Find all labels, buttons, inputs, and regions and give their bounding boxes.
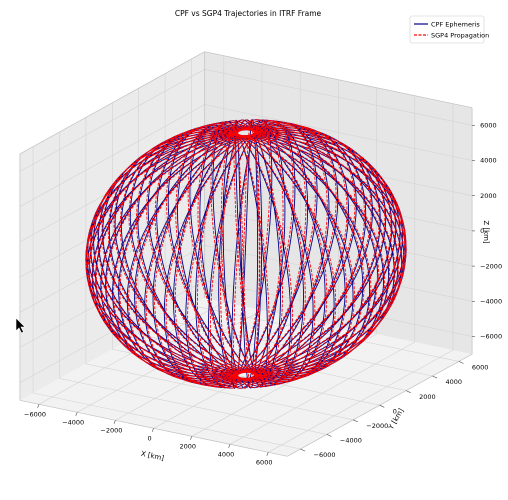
z-tick-label: 0 xyxy=(480,227,484,235)
arrow-cursor-icon xyxy=(15,317,26,334)
grid-line xyxy=(204,104,473,161)
grid-line xyxy=(268,349,454,453)
x-tick-label: 6000 xyxy=(256,459,273,467)
x-tick-mark xyxy=(151,428,154,432)
x-tick-mark xyxy=(37,404,40,408)
axes-ticks: −6000 −4000 −2000 0 2000 4000 6000 −6000 −4000 −2… xyxy=(24,122,502,467)
grid-line xyxy=(19,174,205,278)
y-tick-label: −4000 xyxy=(340,437,362,445)
trajectory-plot xyxy=(85,119,407,390)
x-tick-label: 0 xyxy=(148,435,152,443)
grid-line xyxy=(229,341,415,445)
legend-label-sgp4: SGP4 Propagation xyxy=(431,32,489,40)
y-tick-mark xyxy=(353,419,358,423)
axis-edge xyxy=(19,51,205,155)
y-tick-mark xyxy=(379,404,385,408)
y-tick-mark xyxy=(458,361,464,364)
axes-edges xyxy=(19,51,473,457)
axis-edge xyxy=(204,51,473,109)
series-cpf-ephemeris xyxy=(85,119,407,389)
y-tick-mark xyxy=(326,434,332,437)
grid-line xyxy=(19,69,205,172)
x-tick-mark xyxy=(266,452,269,456)
z-tick-label: −6000 xyxy=(480,333,502,341)
legend: CPF Ephemeris SGP4 Propagation xyxy=(409,15,489,44)
z-tick-label: −2000 xyxy=(480,262,502,270)
y-tick-label: 2000 xyxy=(419,393,436,401)
x-tick-label: −4000 xyxy=(62,419,84,427)
y-tick-mark xyxy=(405,390,411,393)
z-tick-label: 2000 xyxy=(480,192,497,200)
x-tick-mark xyxy=(228,444,231,448)
y-tick-label: 4000 xyxy=(446,378,463,386)
chart-title: CPF vs SGP4 Trajectories in ITRF Frame xyxy=(175,9,322,18)
y-tick-label: 0 xyxy=(393,407,397,415)
y-tick-label: 6000 xyxy=(472,364,489,372)
z-tick-label: 4000 xyxy=(480,157,497,165)
z-tick-label: 6000 xyxy=(480,122,497,130)
x-tick-label: 4000 xyxy=(218,451,235,459)
x-tick-label: 2000 xyxy=(180,443,197,451)
y-tick-label: −6000 xyxy=(314,451,336,459)
x-tick-mark xyxy=(75,412,78,416)
legend-label-cpf: CPF Ephemeris xyxy=(431,21,480,29)
x-tick-label: −6000 xyxy=(24,411,46,419)
y-tick-label: −2000 xyxy=(366,422,388,430)
x-tick-label: −2000 xyxy=(100,427,122,435)
z-tick-label: −4000 xyxy=(480,298,502,306)
grid-line xyxy=(112,348,380,406)
grid-line xyxy=(19,104,205,207)
y-tick-mark xyxy=(300,448,306,452)
x-tick-mark xyxy=(190,436,193,440)
series-sgp4-propagation xyxy=(85,119,407,390)
grid-line xyxy=(204,69,473,126)
z-axis-label: Z [km] xyxy=(482,220,490,244)
x-tick-mark xyxy=(113,420,116,424)
y-tick-mark xyxy=(432,375,438,379)
